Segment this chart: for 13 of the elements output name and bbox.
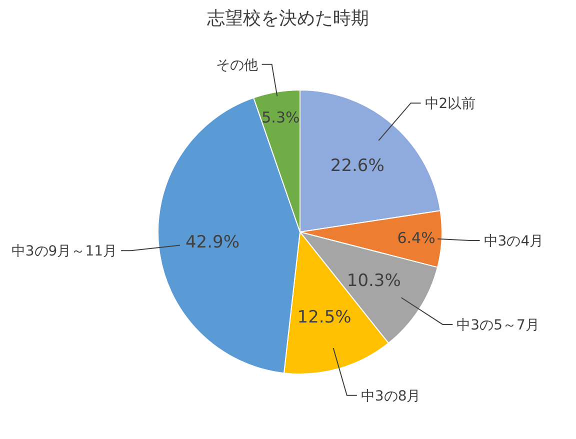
slice-label: 中2以前 [424,96,476,112]
chart-title: 志望校を決めた時期 [207,8,369,29]
data-label: 22.6% [330,156,384,176]
data-label: 6.4% [397,229,436,248]
slice-label: 中3の5～7月 [456,317,540,334]
data-label: 12.5% [297,308,352,328]
slice-label: 中3の4月 [484,233,544,250]
slice-label: その他 [216,57,258,74]
data-label: 10.3% [346,270,401,291]
slice-label: 中3の8月 [360,388,421,404]
data-label: 5.3% [262,108,300,126]
data-label: 42.9% [185,232,240,253]
slice-label: 中3の9月～11月 [11,244,118,260]
